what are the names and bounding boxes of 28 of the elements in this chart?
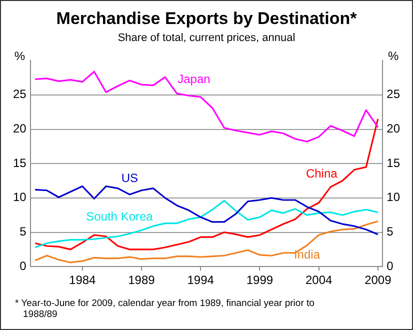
series-label: China <box>306 166 338 180</box>
chart-subtitle: Share of total, current prices, annual <box>118 32 296 44</box>
y-tick-label: 15 <box>12 156 27 170</box>
y-tick-label: 5 <box>20 224 27 239</box>
x-tick-label: 1999 <box>246 273 274 288</box>
x-tick-label: 2004 <box>305 273 332 288</box>
y2-axis-title: % <box>388 48 399 63</box>
y-tick-label: 10 <box>12 190 27 204</box>
x-tick-label: 1994 <box>187 273 214 288</box>
series-label: US <box>121 170 138 185</box>
y-tick-label: 25 <box>12 87 27 102</box>
y2-tick-label: 20 <box>386 122 400 136</box>
x-tick-label: 1989 <box>128 273 156 288</box>
y2-tick-label: 0 <box>386 258 394 273</box>
y-tick-label: 20 <box>12 122 27 136</box>
y-tick-label: 0 <box>20 258 27 273</box>
chart-title: Merchandise Exports by Destination* <box>56 8 358 28</box>
y2-tick-label: 25 <box>386 87 400 102</box>
y-axis-title: % <box>14 48 26 63</box>
x-tick-label: 2009 <box>364 273 392 288</box>
x-tick-label: 1984 <box>69 273 96 288</box>
y2-tick-label: 10 <box>386 190 400 204</box>
series-label: Japan <box>178 72 210 86</box>
y2-tick-label: 5 <box>386 224 394 239</box>
text: * Year-to-June for 2009, calendar year from 1989, financial year prior to 1988/89 <box>15 298 316 320</box>
series-label: South Korea <box>86 210 154 224</box>
series-label: India <box>294 248 320 262</box>
y2-tick-label: 15 <box>386 156 400 170</box>
